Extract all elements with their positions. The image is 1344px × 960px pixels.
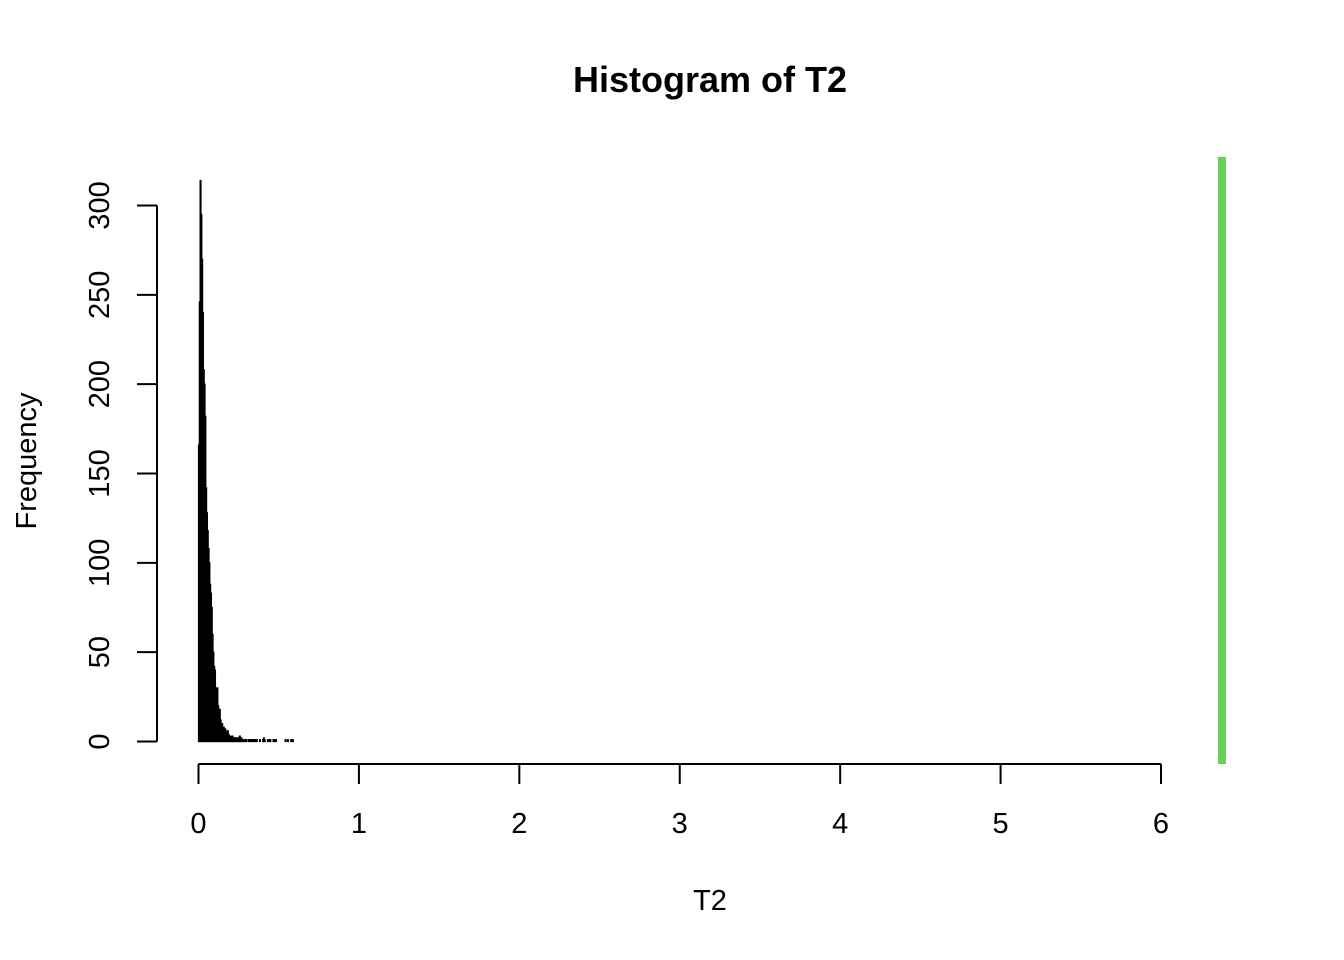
x-tick-label: 3 xyxy=(672,808,688,840)
x-tick-label: 5 xyxy=(993,808,1009,840)
histogram-bar xyxy=(258,739,261,743)
histogram-bar xyxy=(254,739,257,743)
histogram-bar xyxy=(284,739,287,743)
histogram-bar xyxy=(273,739,276,743)
histogram-bar xyxy=(255,739,258,743)
x-tick-label: 2 xyxy=(511,808,527,840)
x-tick-label: 1 xyxy=(351,808,367,840)
histogram-bar xyxy=(252,739,255,743)
y-tick-label: 0 xyxy=(84,733,116,749)
histogram-bar xyxy=(269,739,272,743)
histogram-bar xyxy=(249,739,252,743)
y-tick-label: 300 xyxy=(84,181,116,229)
x-tick-label: 6 xyxy=(1153,808,1169,840)
x-axis-label: T2 xyxy=(693,885,727,917)
histogram-bar xyxy=(266,739,269,743)
y-axis-label: Frequency xyxy=(11,392,43,530)
y-tick-label: 50 xyxy=(84,636,116,668)
histogram-bar xyxy=(245,739,248,743)
x-tick-label: 0 xyxy=(190,808,206,840)
histogram-bar xyxy=(263,739,266,743)
histogram-bar xyxy=(291,739,294,743)
y-tick-label: 250 xyxy=(84,271,116,319)
y-tick-label: 100 xyxy=(84,539,116,587)
histogram-bar xyxy=(286,739,290,743)
chart-title: Histogram of T2 xyxy=(573,59,847,100)
histogram-bars xyxy=(197,179,294,743)
x-axis: 0 1 2 3 4 5 6 xyxy=(190,763,1169,840)
histogram-bar xyxy=(274,739,277,743)
histogram-bar xyxy=(290,739,293,743)
x-tick-label: 4 xyxy=(832,808,848,840)
y-tick-label: 150 xyxy=(84,449,116,497)
y-axis: 0 50 100 150 200 250 300 xyxy=(84,181,158,750)
y-tick-label: 200 xyxy=(84,360,116,408)
